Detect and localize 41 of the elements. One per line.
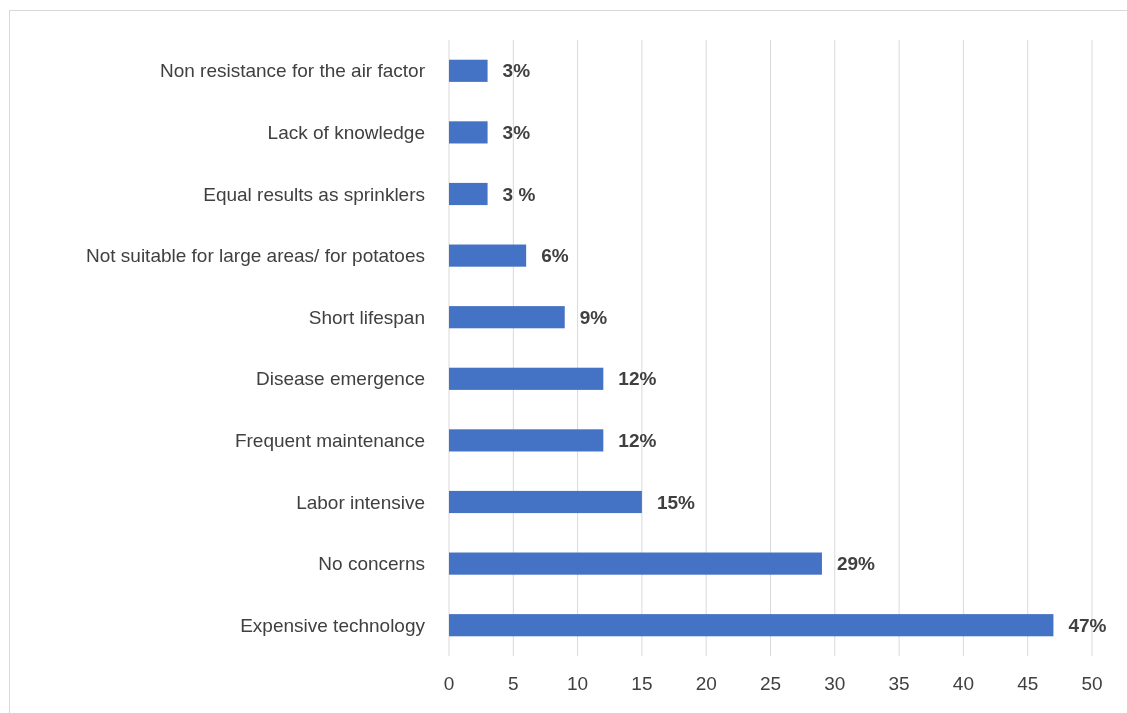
data-label: 9%	[579, 306, 608, 328]
bar	[449, 490, 642, 514]
x-tick-label: 20	[695, 673, 717, 694]
data-label: 12%	[618, 368, 657, 390]
y-tick-label: Labor intensive	[296, 491, 425, 513]
bar	[449, 121, 488, 144]
x-tick-label: 0	[443, 673, 455, 694]
bar	[449, 367, 604, 390]
x-tick-label: 40	[952, 673, 974, 694]
bar	[449, 244, 527, 267]
x-tick-label: 50	[1081, 673, 1103, 694]
y-tick-label: Disease emergence	[256, 368, 425, 390]
bar	[449, 59, 488, 82]
y-tick-label: Non resistance for the air factor	[159, 60, 426, 82]
x-tick-label: 25	[759, 673, 782, 694]
y-tick-label: Expensive technology	[240, 614, 426, 636]
x-tick-label: 30	[824, 673, 846, 694]
bar	[449, 429, 604, 452]
data-label: 12%	[618, 430, 657, 452]
bar	[449, 306, 565, 329]
data-label: 15%	[656, 491, 696, 513]
data-label: 3 %	[502, 183, 536, 205]
data-label: 47%	[1068, 614, 1107, 636]
data-label: 6%	[541, 245, 569, 267]
y-tick-label: Equal results as sprinklers	[203, 183, 425, 205]
y-tick-label: No concerns	[318, 553, 425, 575]
x-tick-label: 15	[631, 673, 653, 694]
x-tick-label: 45	[1017, 673, 1039, 694]
data-label: 3%	[502, 122, 531, 144]
data-label: 29%	[836, 553, 876, 575]
bar	[449, 182, 488, 206]
bar	[449, 552, 822, 575]
y-tick-label: Lack of knowledge	[267, 122, 425, 144]
data-label: 3%	[502, 60, 531, 82]
bar	[449, 614, 1054, 637]
x-tick-label: 35	[888, 673, 910, 694]
y-tick-label: Frequent maintenance	[234, 430, 425, 452]
x-tick-label: 5	[508, 673, 519, 694]
y-tick-label: Short lifespan	[308, 306, 425, 328]
y-tick-label: Not suitable for large areas/ for potatoes	[85, 245, 425, 267]
x-tick-label: 10	[567, 673, 589, 694]
